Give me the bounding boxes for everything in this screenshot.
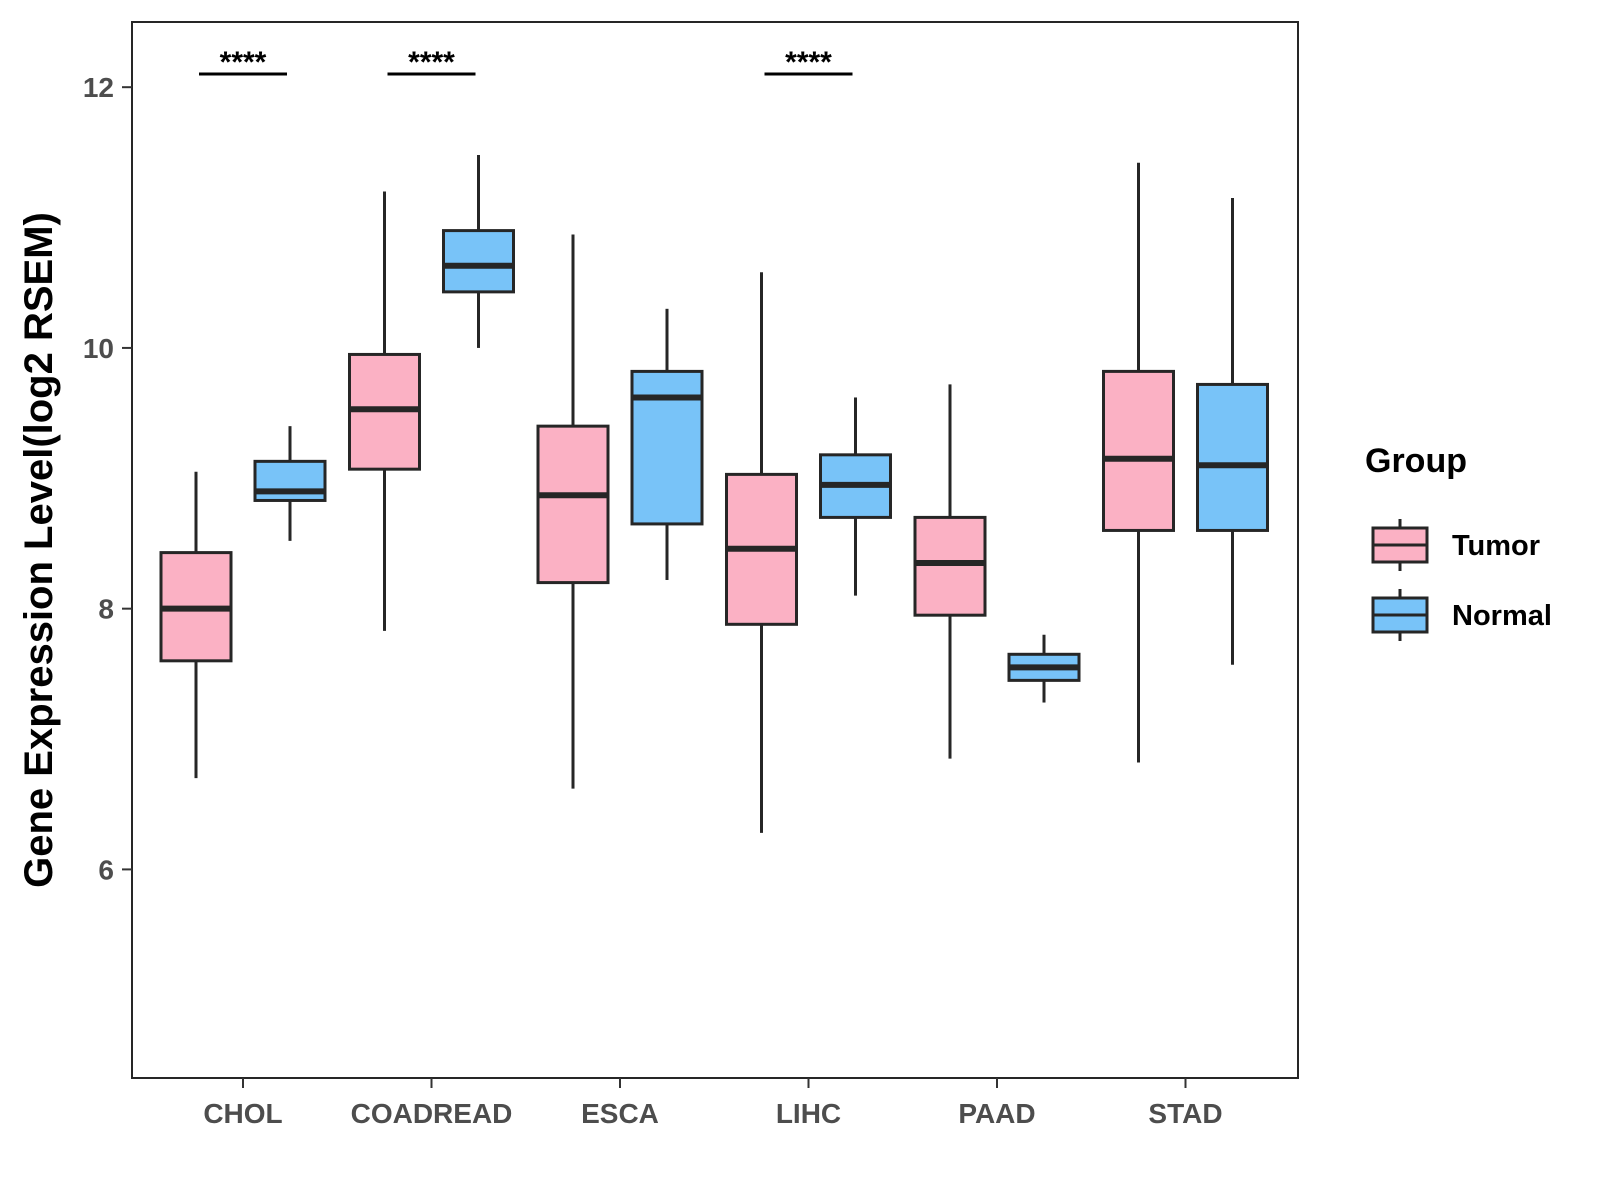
x-tick-label: ESCA bbox=[581, 1098, 659, 1129]
legend-label-tumor: Tumor bbox=[1452, 530, 1540, 562]
box-normal-chol bbox=[253, 426, 327, 541]
box-tumor-paad bbox=[913, 384, 987, 759]
legend-label-normal: Normal bbox=[1452, 600, 1552, 632]
box-body bbox=[253, 459, 327, 502]
y-tick-label: 6 bbox=[98, 854, 114, 885]
box-normal-coadread bbox=[442, 154, 515, 348]
y-axis-title-group: Gene Expression Level(log2 RSEM) bbox=[17, 212, 61, 888]
legend-key-tumor bbox=[1371, 519, 1429, 571]
box-body bbox=[630, 369, 704, 526]
box-tumor-stad bbox=[1102, 162, 1175, 763]
legend-key-normal bbox=[1371, 589, 1429, 641]
box-tumor-coadread bbox=[348, 191, 421, 631]
box-body bbox=[442, 229, 515, 294]
box-body bbox=[1102, 369, 1175, 532]
plot-panel-border bbox=[131, 21, 1299, 1079]
y-tick-label: 10 bbox=[83, 333, 114, 364]
box-tumor-esca bbox=[536, 234, 610, 789]
significance-label: **** bbox=[220, 46, 267, 79]
x-tick-label: LIHC bbox=[776, 1098, 841, 1129]
box-normal-esca bbox=[630, 308, 704, 580]
box-body bbox=[913, 515, 987, 617]
box-body bbox=[1196, 382, 1269, 532]
plot-area: 6 8 10 12 CHOL COADREAD ESCA LIHC PAAD STAD **** **… bbox=[83, 21, 1299, 1129]
x-tick-label: STAD bbox=[1148, 1098, 1222, 1129]
y-axis-title: Gene Expression Level(log2 RSEM) bbox=[17, 212, 61, 888]
y-tick-label: 12 bbox=[83, 72, 114, 103]
y-tick-label: 8 bbox=[98, 594, 114, 625]
x-tick-label: COADREAD bbox=[351, 1098, 513, 1129]
significance-label: **** bbox=[408, 46, 455, 79]
box-body bbox=[536, 424, 610, 585]
box-tumor-chol bbox=[159, 471, 233, 779]
x-tick-label: CHOL bbox=[203, 1098, 282, 1129]
x-tick-label: PAAD bbox=[958, 1098, 1035, 1129]
box-normal-paad bbox=[1007, 634, 1081, 703]
significance-label: **** bbox=[785, 46, 832, 79]
box-normal-stad bbox=[1196, 198, 1269, 665]
box-tumor-lihc bbox=[725, 272, 798, 833]
box-normal-lihc bbox=[819, 397, 892, 596]
legend: Group Tumor Normal bbox=[1365, 442, 1552, 641]
legend-title: Group bbox=[1365, 442, 1467, 480]
